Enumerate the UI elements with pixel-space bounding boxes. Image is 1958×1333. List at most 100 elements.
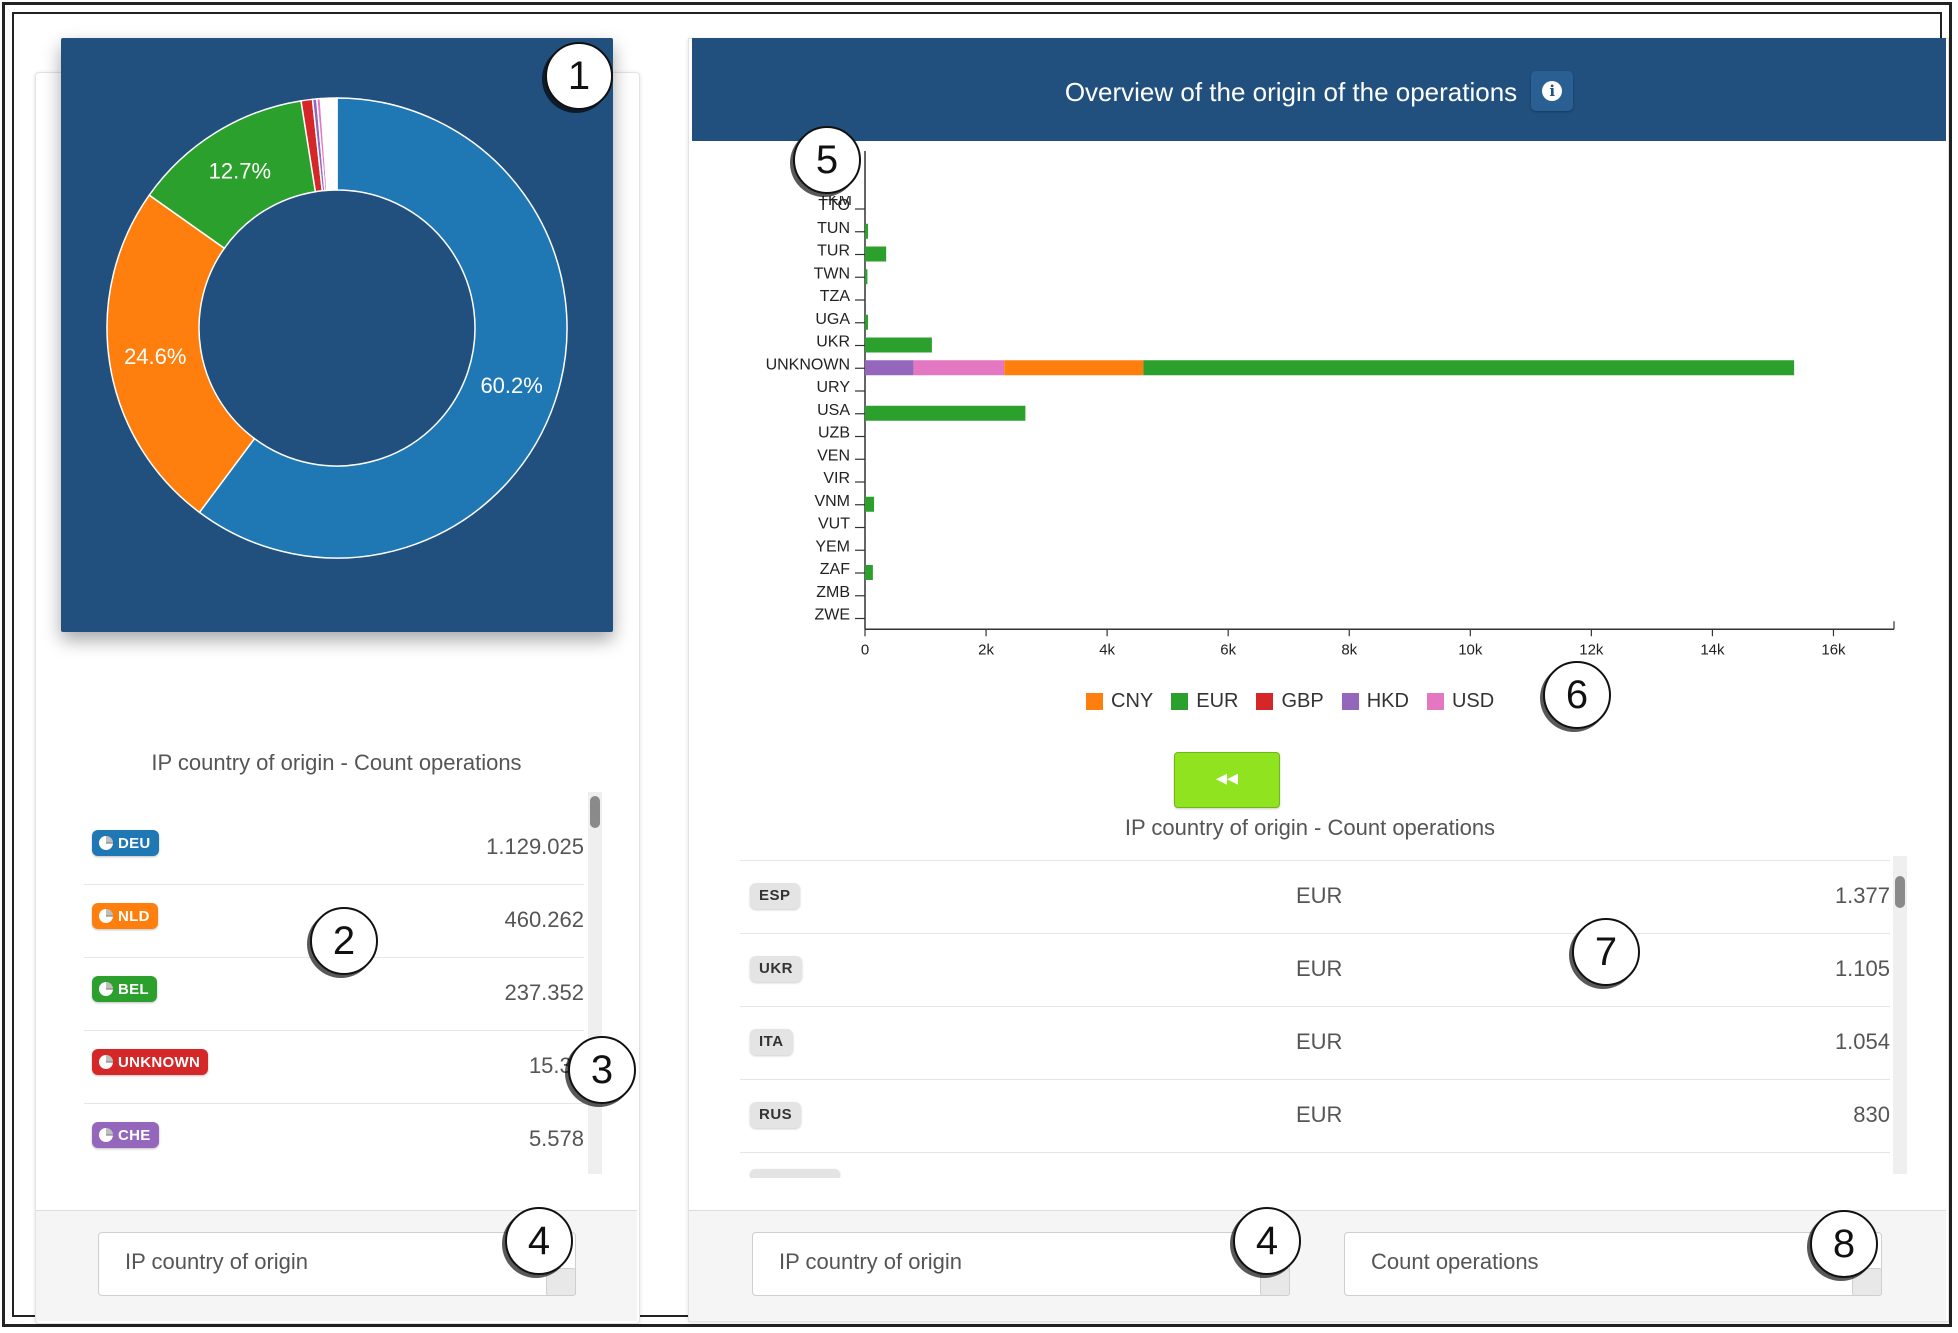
- table-row[interactable]: ITA EUR 1.054: [740, 1006, 1890, 1079]
- legend-swatch: [1341, 692, 1359, 710]
- x-tick-label: 12k: [1579, 641, 1604, 658]
- x-tick-label: 4k: [1099, 641, 1115, 658]
- legend-item-usd[interactable]: USD: [1426, 690, 1494, 713]
- country-badge[interactable]: [750, 1169, 840, 1178]
- measure-select[interactable]: Count operations: [1344, 1232, 1882, 1296]
- country-badge[interactable]: BEL: [92, 976, 157, 1002]
- y-tick-label: TUN: [817, 220, 850, 237]
- y-tick-label: TZA: [820, 288, 851, 305]
- right-group-select[interactable]: IP country of origin: [752, 1232, 1290, 1296]
- country-badge[interactable]: DEU: [92, 830, 159, 856]
- x-tick-label: 8k: [1341, 641, 1357, 658]
- count-value: 237.352: [504, 980, 584, 1005]
- currency-cell: EUR: [1296, 956, 1343, 981]
- count-cell: 1.377: [1834, 883, 1890, 908]
- right-panel-header: Overview of the origin of the operations…: [692, 38, 1946, 141]
- bar-unknown-cny[interactable]: [1004, 360, 1144, 376]
- legend-label: GBP: [1281, 689, 1324, 712]
- y-tick-label: URY: [817, 379, 851, 396]
- x-tick-label: 0: [861, 641, 869, 658]
- bar-tur-eur[interactable]: [865, 246, 887, 262]
- country-badge-label: BEL: [118, 980, 149, 998]
- bar-vnm-eur[interactable]: [865, 496, 875, 512]
- country-badge[interactable]: NLD: [92, 903, 158, 929]
- donut-slice-deu[interactable]: [198, 97, 568, 559]
- bar-twn-eur[interactable]: [865, 269, 868, 285]
- info-icon: i: [1542, 81, 1563, 101]
- country-badge[interactable]: ITA: [750, 1029, 793, 1055]
- country-badge[interactable]: CHE: [92, 1122, 159, 1148]
- currency-cell: EUR: [1296, 883, 1343, 908]
- table-row[interactable]: RUS EUR 830: [740, 1079, 1890, 1152]
- list-item[interactable]: UNKNOWN 15.37: [84, 1031, 584, 1104]
- country-badge[interactable]: RUS: [750, 1102, 802, 1128]
- y-tick-label-clipped: TKM: [818, 192, 852, 209]
- y-tick-label: ZMB: [816, 584, 850, 601]
- bar-unknown-eur[interactable]: [1143, 360, 1795, 376]
- callout-2: 2: [310, 907, 378, 975]
- list-item[interactable]: BEL 237.352: [84, 958, 584, 1031]
- x-tick-label: 2k: [978, 641, 994, 658]
- x-tick-label: 16k: [1821, 641, 1846, 658]
- y-tick-label: VIR: [823, 470, 850, 487]
- left-list[interactable]: DEU 1.129.025 NLD 460.262 BEL 237.352 UNKNOWN 1…: [84, 812, 584, 1174]
- table-row-partial[interactable]: [740, 1152, 1890, 1178]
- pie-chart-icon: [99, 1055, 113, 1069]
- left-group-select-value: IP country of origin: [125, 1249, 309, 1274]
- legend-swatch: [1171, 692, 1189, 710]
- right-list-scrollbar[interactable]: [1893, 856, 1907, 1174]
- donut-slice-other-2[interactable]: [319, 97, 338, 192]
- y-tick-label: VNM: [814, 493, 850, 510]
- left-list-scroll-thumb[interactable]: [590, 796, 600, 828]
- donut-slice-nld[interactable]: [106, 194, 256, 514]
- count-cell: 1.105: [1834, 956, 1890, 981]
- left-list-scrollbar[interactable]: [588, 792, 602, 1174]
- country-badge-label: CHE: [118, 1126, 151, 1144]
- legend-swatch: [1086, 692, 1103, 710]
- country-badge[interactable]: UNKNOWN: [92, 1049, 209, 1075]
- info-button[interactable]: i: [1531, 71, 1574, 111]
- list-item[interactable]: CHE 5.578: [84, 1104, 584, 1174]
- measure-select-value: Count operations: [1371, 1249, 1539, 1274]
- right-list-scroll-thumb[interactable]: [1895, 876, 1905, 908]
- callout-4-right: 4: [1233, 1207, 1301, 1275]
- donut-chart[interactable]: 60.2% 24.6% 12.7%: [61, 38, 613, 632]
- count-cell: 1.054: [1834, 1029, 1890, 1054]
- y-tick-label: TWN: [814, 265, 850, 282]
- pie-chart-icon: [99, 1128, 113, 1142]
- bar-unknown-usd[interactable]: [913, 360, 1005, 376]
- pie-chart-icon: [99, 982, 113, 996]
- left-list-title: IP country of origin - Count operations: [151, 750, 522, 775]
- bar-ukr-eur[interactable]: [865, 337, 932, 353]
- legend-item-eur[interactable]: EUR: [1171, 690, 1238, 713]
- country-badge[interactable]: ESP: [750, 883, 800, 909]
- callout-3: 3: [568, 1036, 636, 1104]
- right-panel: [688, 38, 1949, 1322]
- legend-item-hkd[interactable]: HKD: [1341, 690, 1409, 713]
- table-row[interactable]: UKR EUR 1.105: [740, 933, 1890, 1006]
- count-value: 5.578: [528, 1126, 584, 1151]
- legend-item-cny[interactable]: CNY: [1086, 690, 1153, 713]
- bar-usa-eur[interactable]: [865, 405, 1026, 421]
- right-list-title: IP country of origin - Count operations: [1124, 815, 1496, 840]
- chart-title: Overview of the origin of the operations: [1064, 76, 1518, 107]
- country-badge[interactable]: UKR: [750, 956, 802, 982]
- bar-uga-eur[interactable]: [865, 314, 869, 330]
- list-item[interactable]: DEU 1.129.025: [84, 812, 584, 885]
- left-group-select[interactable]: IP country of origin: [98, 1232, 576, 1296]
- y-tick-label: VEN: [817, 447, 850, 464]
- count-value: 1.129.025: [486, 834, 584, 859]
- y-tick-label: TUR: [817, 243, 850, 260]
- currency-cell: EUR: [1296, 1029, 1343, 1054]
- legend-swatch: [1426, 692, 1444, 710]
- legend-item-gbp[interactable]: GBP: [1256, 689, 1324, 713]
- bar-tun-eur[interactable]: [865, 223, 869, 239]
- bar-unknown-hkd[interactable]: [865, 360, 914, 376]
- table-row[interactable]: ESP EUR 1.377: [740, 860, 1890, 933]
- bar-zaf-eur[interactable]: [865, 565, 873, 580]
- chart-legend[interactable]: CNY EUR GBP HKD USD: [1086, 686, 1512, 716]
- right-list[interactable]: ESP EUR 1.377 UKR EUR 1.105 ITA EUR 1.054 RUS EUR 8…: [740, 860, 1890, 1178]
- currency-cell: EUR: [1296, 1102, 1343, 1127]
- back-button[interactable]: ◂◂: [1174, 752, 1280, 808]
